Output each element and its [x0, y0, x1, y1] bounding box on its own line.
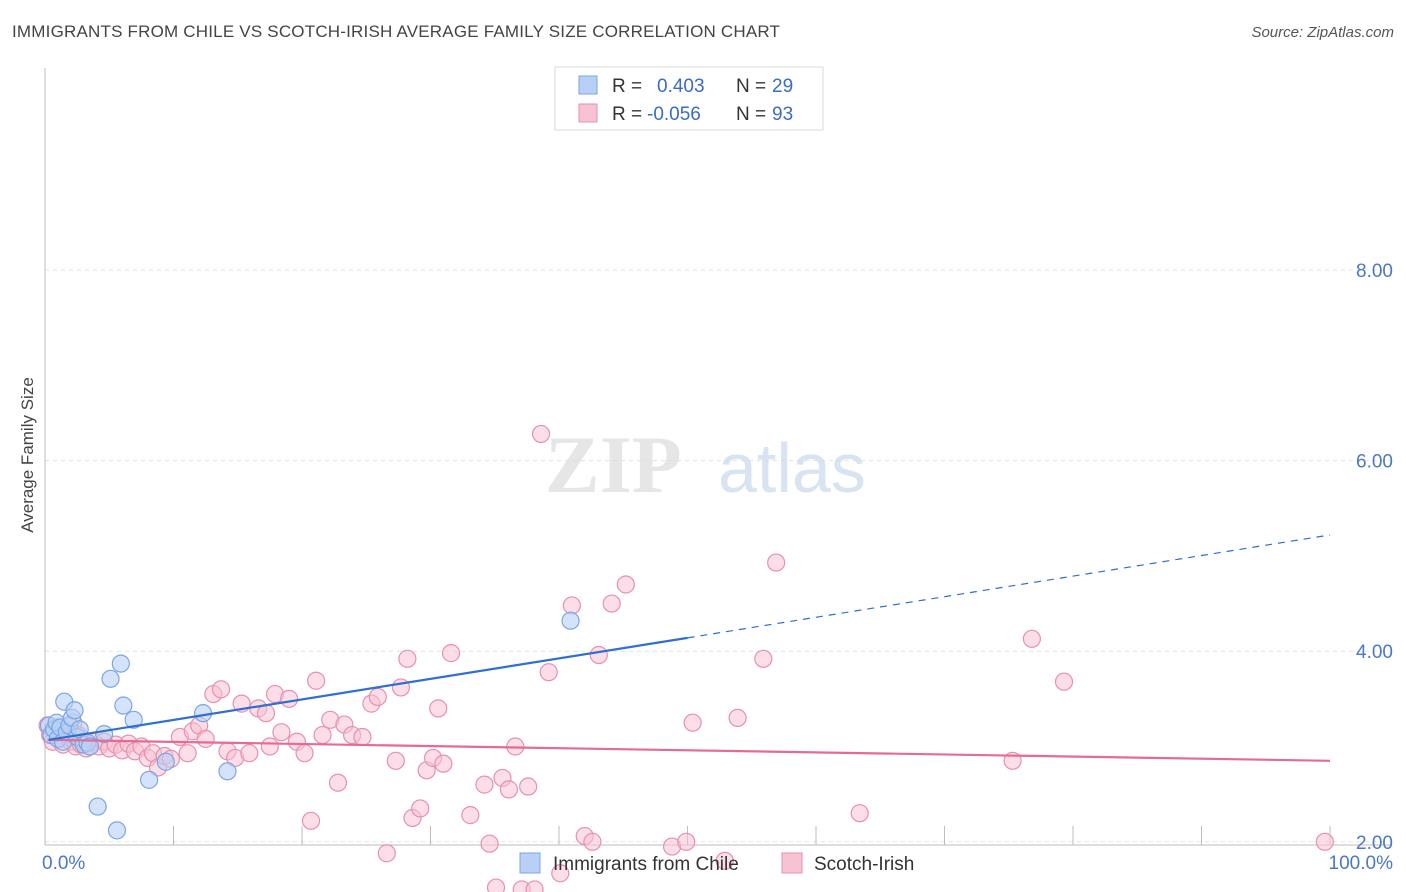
legend: R = 0.403 N = 29 R = -0.056 N = 93 — [554, 66, 824, 131]
legend-r-value-0: 0.403 — [657, 76, 705, 97]
chart-title: IMMIGRANTS FROM CHILE VS SCOTCH-IRISH AV… — [12, 22, 781, 41]
scotch-irish-point-60 — [377, 844, 396, 863]
legend-swatch-blue — [578, 75, 598, 95]
chile-point-23 — [124, 710, 143, 729]
scotch-irish-point-49 — [295, 744, 314, 763]
scotch-irish-point-95 — [754, 649, 773, 668]
x-tick-label-0: 0.0% — [42, 853, 85, 874]
scotch-irish-point-74 — [486, 878, 506, 892]
scotch-irish-point-98 — [850, 804, 869, 823]
series-legend-label-chile: Immigrants from Chile — [553, 854, 739, 875]
chile-point-25 — [156, 752, 175, 771]
axes — [44, 68, 1392, 846]
grid-lines — [45, 269, 1392, 843]
scotch-irish-point-37 — [211, 680, 231, 699]
chile-trend-line — [48, 636, 688, 741]
scotch-irish-point-79 — [519, 777, 538, 796]
scotch-irish-point-89 — [616, 575, 635, 594]
scotch-irish-point-61 — [386, 751, 405, 770]
chile-point-16 — [80, 737, 100, 756]
scotch-irish-point-63 — [398, 649, 417, 668]
scotch-irish-point-72 — [475, 775, 494, 794]
legend-r-value-1: -0.056 — [647, 104, 701, 125]
scotch-irish-point-50 — [301, 811, 321, 830]
scotch-irish-point-96 — [767, 553, 786, 572]
scotch-irish-point-102 — [1315, 832, 1334, 851]
x-tick-label-1: 100.0% — [1329, 853, 1394, 874]
chile-point-24 — [139, 770, 159, 789]
scotch-irish-point-94 — [728, 708, 747, 728]
y-tick-label-2: 6.00 — [1356, 452, 1393, 473]
watermark-atlas: atlas — [718, 429, 866, 507]
scotch-irish-point-91 — [677, 832, 696, 851]
scotch-irish-point-101 — [1054, 672, 1074, 691]
y-tick-label-0: 2.00 — [1356, 833, 1393, 854]
chile-points — [39, 611, 580, 840]
legend-n-value-0: 29 — [772, 76, 793, 97]
scotch-irish-point-32 — [178, 744, 197, 763]
scotch-irish-point-76 — [499, 780, 518, 799]
scotch-irish-point-59 — [368, 687, 387, 707]
scotch-irish-point-70 — [441, 644, 461, 663]
watermark-zip: ZIP — [545, 419, 682, 510]
legend-swatch-pink — [578, 103, 598, 123]
scotch-irish-point-65 — [411, 799, 430, 818]
legend-r-label-1: R = — [612, 104, 642, 125]
scotch-irish-point-80 — [525, 880, 544, 892]
scotch-irish-point-68 — [429, 699, 448, 718]
scotch-irish-point-41 — [240, 744, 259, 763]
scotch-irish-point-69 — [434, 754, 453, 773]
series-legend-swatch-chile — [519, 852, 541, 874]
legend-r-label-0: R = — [612, 76, 642, 97]
watermark: ZIP atlas — [545, 419, 866, 510]
scotch-irish-point-100 — [1022, 629, 1041, 648]
x-axis-ticks — [44, 826, 1331, 845]
scotch-irish-point-92 — [683, 713, 702, 732]
scotch-irish-points — [38, 424, 1334, 892]
scotch-irish-point-82 — [539, 663, 558, 682]
scotch-irish-point-47 — [280, 689, 299, 708]
chile-trend-line-extension — [687, 534, 1331, 639]
scotch-irish-point-86 — [583, 832, 602, 851]
scotch-irish-point-84 — [562, 596, 581, 615]
scotch-irish-point-54 — [328, 773, 348, 792]
y-axis-label: Average Family Size — [18, 377, 37, 533]
legend-n-label-0: N = — [736, 76, 766, 97]
series-legend: Immigrants from Chile Scotch-Irish — [519, 852, 914, 875]
scotch-irish-point-73 — [480, 834, 499, 853]
scotch-irish-point-81 — [531, 424, 551, 444]
scotch-irish-point-93 — [715, 851, 734, 870]
scotch-irish-point-83 — [551, 864, 570, 883]
series-legend-label-scotch-irish: Scotch-Irish — [814, 854, 914, 875]
y-axis-tick-labels: 2.00 4.00 6.00 8.00 — [1356, 261, 1393, 854]
chile-point-19 — [101, 669, 120, 688]
y-tick-label-1: 4.00 — [1356, 642, 1393, 663]
chile-point-28 — [561, 611, 580, 630]
chile-point-27 — [218, 762, 237, 781]
legend-box — [554, 66, 824, 131]
scotch-irish-point-52 — [313, 725, 332, 745]
chile-point-11 — [65, 701, 84, 720]
chart-source: Source: ZipAtlas.com — [1251, 24, 1394, 41]
scotch-irish-point-71 — [461, 806, 480, 825]
chile-point-20 — [107, 821, 127, 840]
scotch-irish-point-46 — [272, 723, 291, 742]
trend-lines — [47, 534, 1331, 762]
legend-n-label-1: N = — [736, 104, 766, 125]
y-tick-label-3: 8.00 — [1356, 261, 1393, 282]
scotch-irish-point-51 — [307, 671, 326, 690]
scotch-irish-trend-line — [47, 738, 1331, 762]
scotch-irish-point-44 — [260, 737, 279, 756]
scotch-irish-point-62 — [391, 678, 411, 697]
scotch-irish-point-35 — [196, 729, 215, 748]
series-legend-swatch-scotch-irish — [781, 852, 803, 874]
chile-point-21 — [111, 654, 130, 673]
scotch-irish-point-57 — [353, 727, 372, 747]
chile-point-17 — [88, 797, 107, 816]
scotch-irish-point-88 — [602, 594, 621, 613]
scotch-irish-point-87 — [589, 645, 608, 665]
legend-n-value-1: 93 — [772, 104, 793, 125]
chile-point-22 — [114, 696, 133, 715]
